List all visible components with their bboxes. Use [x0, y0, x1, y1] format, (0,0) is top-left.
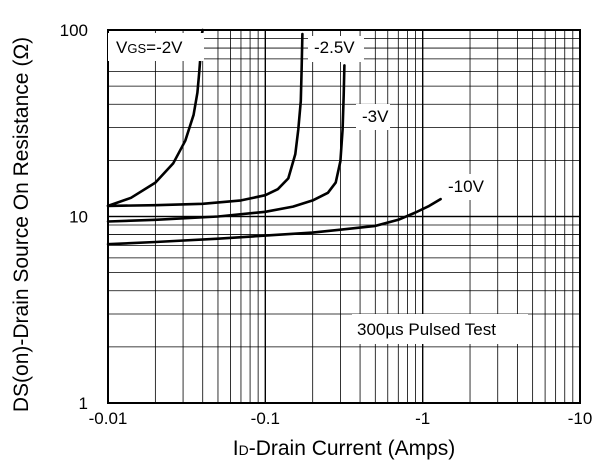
y-tick-labels: 1 10 100 [60, 21, 88, 413]
y-axis-label: DS(on)-Drain Source On Resistance (Ω) [10, 37, 33, 412]
curve-label: -3V [362, 107, 389, 126]
y-tick-label: 10 [69, 208, 88, 227]
curve-label: VGS=-2V [116, 38, 183, 57]
annotation: 300µs Pulsed Test [352, 314, 528, 344]
series-line [106, 197, 442, 246]
curves [106, 28, 442, 246]
x-axis-label-sub: D [239, 442, 249, 458]
labels: VGS=-2V -2.5V -3V -10V [108, 33, 485, 200]
series-line [106, 64, 346, 223]
x-tick-label: -0.01 [89, 409, 128, 428]
curve-label-prefix: V [116, 38, 128, 57]
x-tick-label: -0.1 [251, 409, 280, 428]
y-axis-label-unit: (Ω) [10, 37, 33, 67]
x-tick-labels: -0.01 -0.1 -1 -10 [89, 409, 593, 428]
x-tick-label: -10 [568, 409, 593, 428]
x-axis-label-main: I [233, 437, 239, 460]
x-axis-label-rest: -Drain Current (Amps) [249, 437, 456, 460]
x-tick-label: -1 [415, 409, 430, 428]
curve-label-rest: =-2V [146, 38, 183, 57]
curve-label: -2.5V [314, 38, 355, 57]
y-axis-label-text: DS(on)-Drain Source On Resistance [10, 73, 33, 413]
annotation-text: 300µs Pulsed Test [357, 320, 496, 339]
curve-label-background [442, 174, 484, 200]
curve-label: -10V [448, 177, 485, 196]
x-axis-label: ID-Drain Current (Amps) [233, 437, 456, 460]
annotation-background [352, 314, 528, 344]
curve-label-background [308, 36, 364, 62]
curve-label-background [356, 104, 390, 130]
series-line [106, 32, 304, 208]
curve-label-background [108, 33, 204, 61]
y-tick-label: 100 [60, 21, 88, 40]
y-tick-label: 1 [79, 394, 88, 413]
plot-frame [107, 29, 581, 404]
curve-label-sub: GS [127, 41, 146, 56]
